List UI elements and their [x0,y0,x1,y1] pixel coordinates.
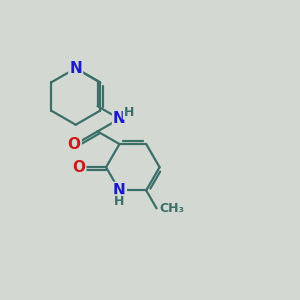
Text: O: O [72,160,85,175]
Text: N: N [113,111,126,126]
Text: N: N [113,183,126,198]
Text: CH₃: CH₃ [160,202,184,215]
Text: N: N [69,61,82,76]
Text: O: O [68,136,81,152]
Text: H: H [114,195,124,208]
Text: H: H [124,106,134,119]
